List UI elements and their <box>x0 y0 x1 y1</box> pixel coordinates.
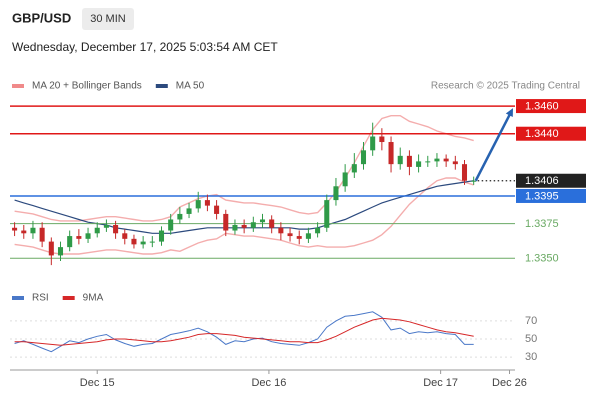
y-tick-label: 30 <box>525 351 537 363</box>
interval: 30 MIN <box>90 13 126 25</box>
candle-body <box>305 233 311 239</box>
candle-body <box>158 230 165 242</box>
candle-body <box>103 225 109 228</box>
candle-body <box>131 238 137 245</box>
legend-swatch <box>12 84 24 88</box>
target-arrow <box>474 113 512 182</box>
candle-body <box>287 233 293 237</box>
candle-body <box>296 236 302 239</box>
indicator-line <box>14 317 474 346</box>
interval-badge <box>82 8 134 30</box>
candle-body <box>461 164 468 181</box>
x-tick-label: Dec 15 <box>80 377 115 389</box>
candle-body <box>416 161 422 167</box>
candle-body <box>223 213 229 231</box>
candle-body <box>315 227 321 234</box>
y-tick-label: 70 <box>525 315 537 327</box>
candle-body <box>324 200 330 228</box>
candle-body <box>39 227 45 242</box>
x-tick-label: Dec 17 <box>423 377 458 389</box>
level-label: 1.3460 <box>525 100 559 112</box>
candle-body <box>333 186 339 201</box>
band-line <box>14 177 474 255</box>
level-box <box>516 99 586 114</box>
band-line <box>14 115 474 222</box>
last-price-box <box>516 173 586 188</box>
candle-body <box>397 155 403 165</box>
candle-body <box>250 222 256 228</box>
candle-body <box>452 161 458 165</box>
candle-body <box>67 236 73 248</box>
target-arrow-head <box>505 108 513 118</box>
candle-body <box>177 213 183 220</box>
candle-body <box>48 241 54 256</box>
level-label: 1.3350 <box>525 253 559 265</box>
candle-body <box>186 208 192 214</box>
candle-body <box>149 241 155 243</box>
candle-body <box>140 241 146 245</box>
candle-body <box>241 225 247 228</box>
symbol: GBP/USD <box>12 10 71 25</box>
candle-body <box>443 158 449 162</box>
candle-body <box>232 225 238 231</box>
legend-label: MA 50 <box>176 81 205 92</box>
candle-body <box>57 247 64 256</box>
level-box <box>516 126 586 141</box>
candle-body <box>351 164 357 173</box>
last-price-label: 1.3406 <box>525 175 559 187</box>
candle-body <box>278 227 284 234</box>
level-box <box>516 188 586 203</box>
candle-body <box>122 233 128 239</box>
candle-body <box>471 180 477 182</box>
x-tick-label: Dec 16 <box>251 377 286 389</box>
credit: Research © 2025 Trading Central <box>431 81 580 92</box>
candle-body <box>21 230 27 234</box>
candle-body <box>113 225 119 234</box>
candle-body <box>342 172 348 187</box>
candle-body <box>204 200 210 206</box>
candle-body <box>370 136 376 151</box>
candle-body <box>168 219 174 231</box>
level-label: 1.3375 <box>525 218 559 230</box>
legend-label: MA 20 + Bollinger Bands <box>32 81 142 92</box>
indicator-line <box>14 311 474 353</box>
legend-swatch <box>155 84 168 88</box>
candle-body <box>388 142 394 165</box>
candle-body <box>360 150 367 165</box>
candle-body <box>12 227 18 231</box>
timestamp: Wednesday, December 17, 2025 5:03:54 AM … <box>12 40 278 54</box>
candle-body <box>434 158 440 162</box>
candle-body <box>76 236 82 239</box>
y-tick-label: 50 <box>525 333 537 345</box>
candle-body <box>214 205 220 214</box>
candle-body <box>30 227 36 234</box>
candle-body <box>195 200 201 209</box>
candle-body <box>425 161 431 163</box>
legend-swatch <box>12 296 24 300</box>
legend-swatch <box>62 296 75 300</box>
x-tick-label: Dec 26 <box>492 377 527 389</box>
candle-body <box>259 219 266 223</box>
candle-body <box>379 136 385 143</box>
candle-body <box>406 155 412 167</box>
legend-label: 9MA <box>83 293 104 304</box>
level-label: 1.3395 <box>525 190 559 202</box>
candle-body <box>269 219 275 228</box>
level-label: 1.3440 <box>525 128 559 140</box>
candle-body <box>94 227 100 234</box>
candle-body <box>85 233 91 239</box>
legend-label: RSI <box>32 293 49 304</box>
